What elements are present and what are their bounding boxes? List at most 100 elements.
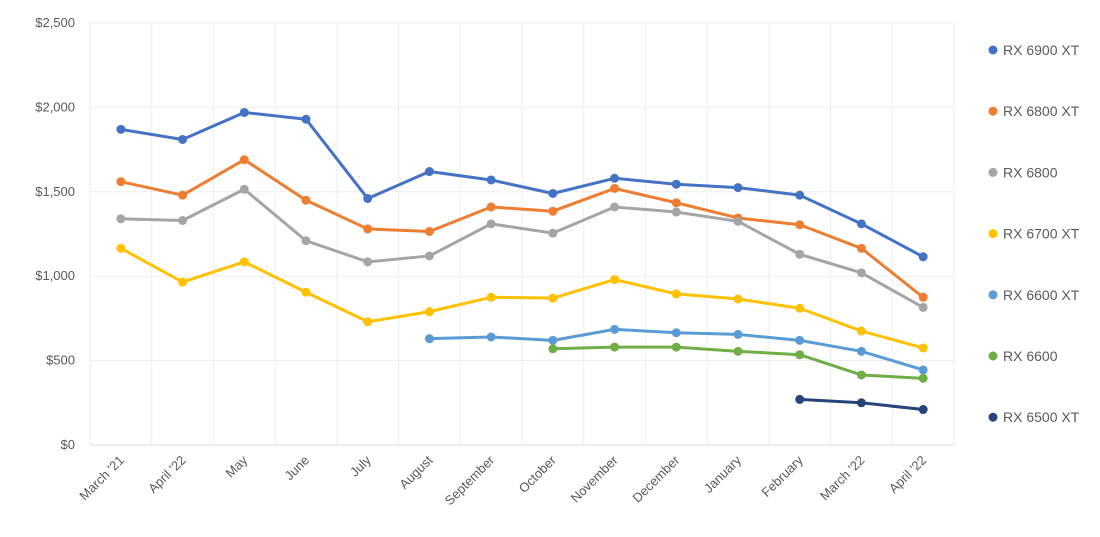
- y-tick-label: $2,500: [35, 15, 75, 30]
- data-point: [486, 202, 496, 212]
- data-point: [610, 324, 620, 334]
- data-point: [795, 303, 805, 313]
- series-lines: [116, 107, 928, 415]
- legend-item: RX 6800 XT: [988, 103, 1080, 119]
- legend-item: RX 6800: [988, 164, 1058, 180]
- data-point: [239, 184, 249, 194]
- series-rx-6500-xt: [795, 394, 928, 415]
- data-point: [856, 268, 866, 278]
- data-point: [610, 183, 620, 193]
- data-point: [363, 224, 373, 234]
- legend: RX 6900 XT RX 6800 XT RX 6800 RX 6700 XT RX …: [988, 42, 1080, 425]
- data-point: [610, 342, 620, 352]
- x-tick-label: April '22: [145, 453, 189, 497]
- y-axis-ticks: $0 $500 $1,000 $1,500 $2,000 $2,500: [35, 15, 75, 452]
- legend-marker: [988, 45, 998, 55]
- data-point: [424, 334, 434, 344]
- series-line: [119, 187, 925, 309]
- legend-label: RX 6600 XT: [1003, 287, 1080, 303]
- data-point: [733, 216, 743, 226]
- data-point: [795, 335, 805, 345]
- series-rx-6600-xt: [424, 324, 928, 375]
- data-point: [918, 292, 928, 302]
- data-point: [671, 207, 681, 217]
- data-point: [733, 183, 743, 193]
- data-point: [239, 257, 249, 267]
- series-rx-6900-xt: [116, 107, 928, 262]
- data-point: [178, 215, 188, 225]
- x-tick-label: December: [629, 452, 682, 505]
- series-line: [119, 110, 925, 259]
- legend-marker: [988, 351, 998, 361]
- x-tick-label: July: [347, 452, 374, 479]
- legend-item: RX 6700 XT: [988, 226, 1080, 242]
- data-point: [116, 243, 126, 253]
- x-tick-label: November: [568, 452, 621, 505]
- x-tick-label: August: [396, 452, 435, 491]
- data-point: [178, 190, 188, 200]
- legend-marker: [988, 229, 998, 239]
- y-tick-label: $1,000: [35, 268, 75, 283]
- legend-item: RX 6500 XT: [988, 409, 1080, 425]
- series-line: [119, 246, 925, 350]
- data-point: [301, 236, 311, 246]
- data-point: [733, 329, 743, 339]
- legend-item: RX 6900 XT: [988, 42, 1080, 58]
- data-point: [795, 394, 805, 404]
- legend-item: RX 6600: [988, 348, 1058, 364]
- legend-item: RX 6600 XT: [988, 287, 1080, 303]
- data-point: [363, 257, 373, 267]
- legend-marker: [988, 106, 998, 116]
- y-tick-label: $1,500: [35, 184, 75, 199]
- data-point: [918, 252, 928, 262]
- x-tick-label: March '21: [76, 453, 127, 504]
- legend-label: RX 6500 XT: [1003, 409, 1080, 425]
- data-point: [363, 317, 373, 327]
- data-point: [671, 328, 681, 338]
- data-point: [363, 194, 373, 204]
- x-tick-label: May: [222, 452, 250, 480]
- data-point: [548, 344, 558, 354]
- data-point: [795, 190, 805, 200]
- x-axis-ticks: March '21 April '22 May June July August Septe…: [76, 452, 929, 508]
- legend-label: RX 6800: [1003, 164, 1058, 180]
- data-point: [671, 198, 681, 208]
- legend-label: RX 6600: [1003, 348, 1058, 364]
- data-point: [116, 214, 126, 224]
- data-point: [671, 289, 681, 299]
- data-point: [301, 114, 311, 124]
- data-point: [795, 220, 805, 230]
- data-point: [795, 350, 805, 360]
- data-point: [424, 167, 434, 177]
- data-point: [918, 405, 928, 415]
- data-point: [424, 307, 434, 317]
- legend-marker: [988, 290, 998, 300]
- data-point: [548, 335, 558, 345]
- data-point: [486, 175, 496, 185]
- legend-label: RX 6700 XT: [1003, 226, 1080, 242]
- x-tick-label: October: [516, 452, 560, 496]
- x-tick-label: September: [442, 452, 498, 508]
- data-point: [486, 219, 496, 229]
- data-point: [671, 179, 681, 189]
- x-tick-label: January: [701, 452, 745, 496]
- data-point: [733, 294, 743, 304]
- x-tick-label: April '22: [886, 453, 930, 497]
- series-line: [119, 158, 925, 299]
- data-point: [301, 287, 311, 297]
- data-point: [795, 249, 805, 259]
- data-point: [424, 226, 434, 236]
- data-point: [671, 342, 681, 352]
- y-tick-label: $2,000: [35, 99, 75, 114]
- series-rx-6600: [548, 342, 928, 383]
- y-tick-label: $0: [61, 437, 75, 452]
- series-rx-6700-xt: [116, 243, 928, 353]
- series-rx-6800: [116, 184, 928, 312]
- data-point: [856, 219, 866, 229]
- x-tick-label: February: [758, 452, 806, 500]
- data-point: [239, 107, 249, 117]
- data-point: [116, 177, 126, 187]
- data-point: [548, 206, 558, 216]
- data-point: [116, 124, 126, 134]
